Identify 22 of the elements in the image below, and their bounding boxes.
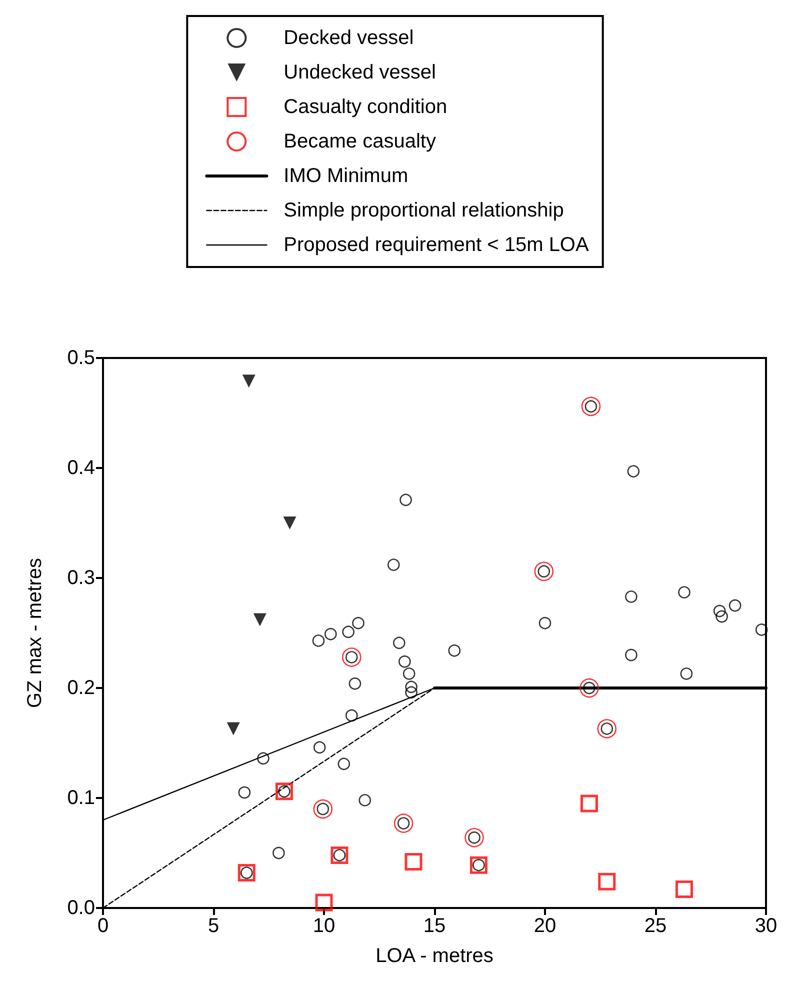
legend-label: Became casualty xyxy=(284,130,436,152)
y-tick-label: 0.3 xyxy=(67,567,95,589)
legend-label: Undecked vessel xyxy=(284,62,436,84)
legend-label: Simple proportional relationship xyxy=(284,200,564,222)
x-tick-label: 0 xyxy=(97,915,109,937)
y-tick-label: 0.1 xyxy=(67,787,95,809)
x-tick-label: 5 xyxy=(208,915,220,937)
x-tick-label: 15 xyxy=(423,915,446,937)
x-axis-title: LOA - metres xyxy=(376,945,494,967)
y-tick-label: 0.5 xyxy=(67,347,95,369)
legend-label: Casualty condition xyxy=(284,96,448,118)
legend-label: Decked vessel xyxy=(284,27,414,49)
y-axis-title: GZ max - metres xyxy=(24,558,46,708)
y-tick-label: 0.4 xyxy=(67,457,95,479)
x-tick-label: 30 xyxy=(754,915,778,937)
x-tick-label: 10 xyxy=(312,915,336,937)
x-tick-label: 20 xyxy=(534,915,556,937)
legend-label: Proposed requirement < 15m LOA xyxy=(284,234,590,256)
y-tick-label: 0.0 xyxy=(67,897,95,919)
legend-label: IMO Minimum xyxy=(284,165,408,187)
x-tick-label: 25 xyxy=(644,915,667,937)
y-tick-label: 0.2 xyxy=(67,677,95,699)
